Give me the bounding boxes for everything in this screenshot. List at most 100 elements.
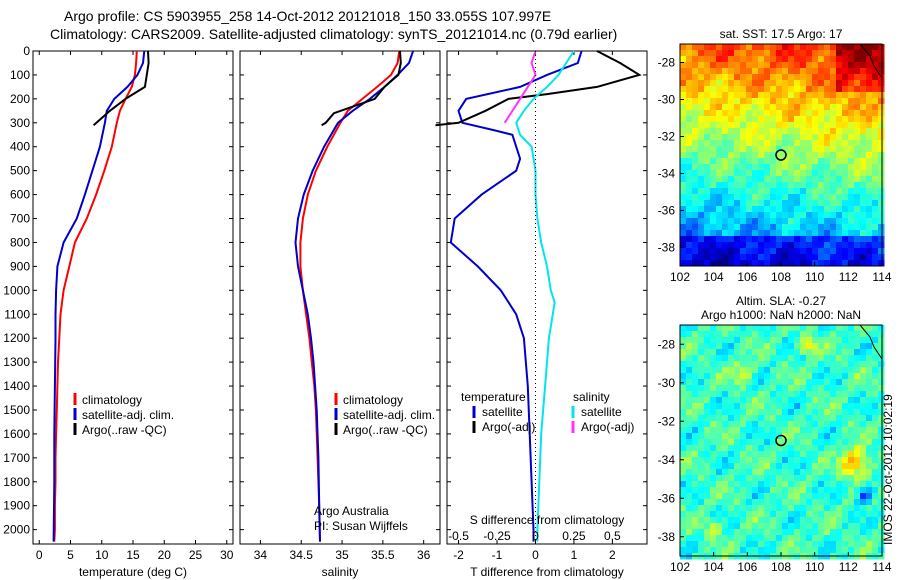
map-cell — [842, 367, 849, 374]
map-cell — [716, 391, 723, 398]
map-cell — [878, 457, 885, 464]
map-cell — [710, 349, 717, 356]
series-line-climatology — [299, 50, 401, 542]
map-cell — [860, 397, 867, 404]
map-cell — [746, 140, 753, 147]
map-cell — [794, 397, 801, 404]
map-cell — [758, 325, 765, 332]
map-cell — [728, 170, 735, 177]
map-cell — [692, 511, 699, 518]
map-cell — [770, 427, 777, 434]
map-cell — [818, 62, 825, 69]
map-cell — [842, 92, 849, 99]
map-cell — [848, 140, 855, 147]
map-cell — [692, 499, 699, 506]
map-cell — [722, 254, 729, 261]
map-cell — [686, 331, 693, 338]
map-cell — [692, 331, 699, 338]
map-cell — [866, 331, 873, 338]
map-cell — [854, 56, 861, 63]
map-cell — [740, 487, 747, 494]
map-cell — [818, 355, 825, 362]
map-cell — [728, 50, 735, 57]
map-cell — [710, 535, 717, 542]
map-cell — [740, 176, 747, 183]
map-cell — [728, 236, 735, 243]
map-cell — [770, 74, 777, 81]
map-cell — [836, 224, 843, 231]
map-cell — [860, 254, 867, 261]
map-cell — [812, 212, 819, 219]
map-cell — [770, 110, 777, 117]
map-cell — [842, 337, 849, 344]
map-cell — [698, 433, 705, 440]
map-cell — [836, 517, 843, 524]
map-cell — [794, 230, 801, 237]
map-cell — [854, 487, 861, 494]
map-cell — [710, 80, 717, 87]
plot-frame — [446, 50, 648, 545]
map-cell — [854, 445, 861, 452]
map-cell — [758, 122, 765, 129]
map-cell — [764, 86, 771, 93]
map-cell — [866, 325, 873, 332]
map-cell — [776, 427, 783, 434]
map-cell — [716, 433, 723, 440]
map-cell — [842, 236, 849, 243]
map-cell — [800, 152, 807, 159]
x-tick-label: 102 — [670, 270, 690, 284]
map-cell — [728, 86, 735, 93]
map-cell — [824, 499, 831, 506]
map-cell — [842, 230, 849, 237]
map-cell — [710, 176, 717, 183]
map-cell — [788, 529, 795, 536]
map-cell — [740, 152, 747, 159]
map-cell — [728, 493, 735, 500]
map-cell — [836, 475, 843, 482]
map-cell — [878, 62, 885, 69]
map-cell — [758, 116, 765, 123]
map-cell — [806, 433, 813, 440]
map-cell — [854, 517, 861, 524]
map-cell — [752, 349, 759, 356]
map-cell — [758, 409, 765, 416]
y-tick-label: -34 — [658, 167, 676, 181]
map-cell — [770, 493, 777, 500]
map-cell — [776, 92, 783, 99]
map-cell — [800, 379, 807, 386]
map-cell — [878, 439, 885, 446]
map-cell — [770, 146, 777, 153]
map-cell — [734, 248, 741, 255]
map-cell — [842, 427, 849, 434]
map-cell — [812, 44, 819, 51]
map-cell — [836, 86, 843, 93]
map-cell — [866, 427, 873, 434]
map-cell — [758, 547, 765, 554]
map-cell — [878, 451, 885, 458]
map-cell — [872, 182, 879, 189]
map-cell — [686, 146, 693, 153]
map-cell — [698, 182, 705, 189]
map-cell — [812, 445, 819, 452]
map-cell — [872, 74, 879, 81]
map-cell — [686, 469, 693, 476]
map-cell — [782, 230, 789, 237]
map-cell — [806, 535, 813, 542]
map-cell — [818, 206, 825, 213]
map-cell — [728, 391, 735, 398]
map-cell — [842, 469, 849, 476]
map-cell — [752, 200, 759, 207]
map-cell — [818, 535, 825, 542]
map-cell — [740, 50, 747, 57]
map-cell — [848, 547, 855, 554]
series-line-satellite-adj-clim- — [294, 50, 415, 542]
map-cell — [740, 212, 747, 219]
map-cell — [818, 134, 825, 141]
map-cell — [842, 331, 849, 338]
map-cell — [764, 355, 771, 362]
map-cell — [878, 242, 885, 249]
map-cell — [866, 50, 873, 57]
map-cell — [722, 529, 729, 536]
map-cell — [728, 373, 735, 380]
map-cell — [788, 188, 795, 195]
